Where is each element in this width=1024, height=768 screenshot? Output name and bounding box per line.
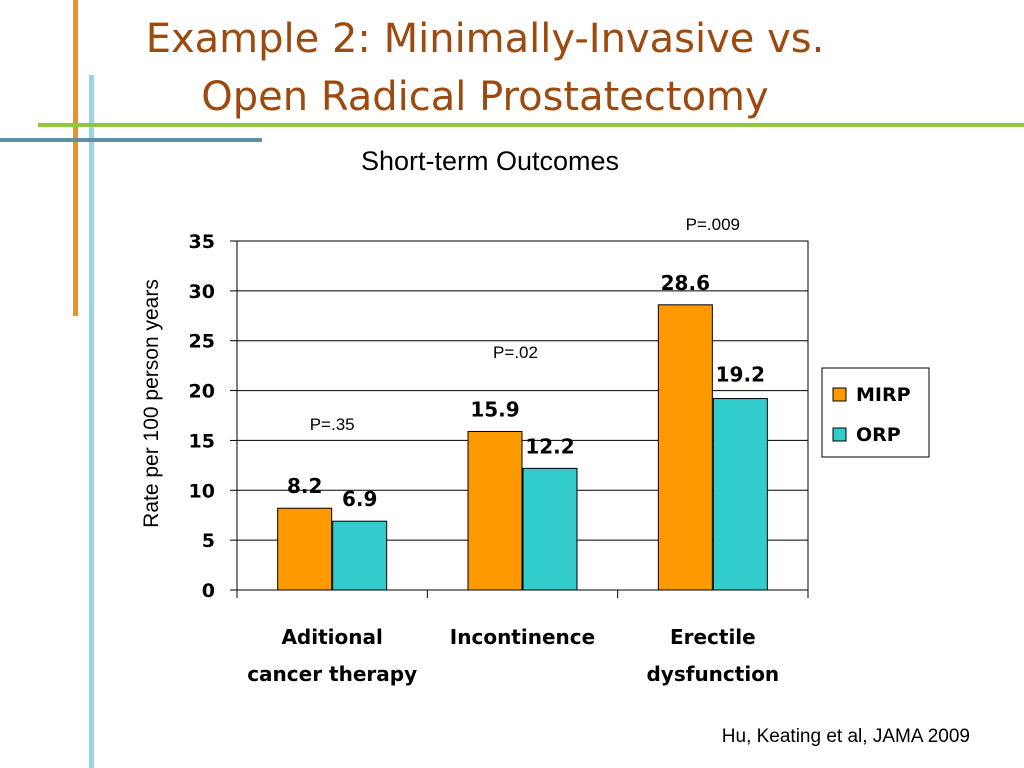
legend [821, 367, 930, 458]
data-label-mirp-1: 8.2 [287, 474, 322, 498]
p-value-label: P=.02 [493, 343, 538, 362]
citation: Hu, Keating et al, JAMA 2009 [721, 726, 970, 747]
data-label-orp-1: 6.9 [342, 487, 377, 511]
decor-horizontal-green-line [38, 123, 1024, 127]
y-tick-label: 20 [189, 381, 215, 403]
x-category-label: dysfunction [646, 662, 779, 686]
y-tick-label: 25 [189, 331, 215, 353]
legend-label-orp: ORP [856, 424, 901, 446]
p-value-label: P=.35 [310, 415, 355, 434]
slide-title-line1: Example 2: Minimally-Invasive vs. [145, 16, 825, 62]
data-label-mirp-2: 15.9 [470, 397, 519, 421]
y-tick-label: 30 [189, 281, 215, 303]
data-label-mirp-3: 28.6 [661, 271, 710, 295]
decor-vertical-blue-line [89, 75, 94, 768]
bar-mirp-3 [657, 304, 713, 591]
y-tick-label: 10 [189, 480, 215, 502]
y-tick-label: 15 [189, 430, 215, 452]
y-axis-label: Rate per 100 person years [140, 279, 163, 528]
bar-mirp-1 [277, 507, 333, 591]
y-tick-label: 5 [202, 530, 215, 552]
y-tick-label: 0 [202, 580, 215, 602]
y-tick-label: 35 [189, 231, 215, 253]
x-category-label: cancer therapy [247, 662, 417, 686]
x-category-label: Erectile [670, 625, 756, 649]
x-category-label: Incontinence [450, 625, 595, 649]
bar-mirp-2 [467, 430, 523, 591]
slide-title-line2: Open Radical Prostatectomy [201, 74, 769, 120]
p-value-label: P=.009 [686, 215, 740, 234]
decor-horizontal-blue-line [0, 138, 262, 142]
bar-orp-1 [332, 520, 388, 591]
chart-title: Short-term Outcomes [360, 146, 620, 176]
decor-vertical-orange-line [73, 0, 78, 316]
bar-orp-2 [522, 467, 578, 591]
legend-swatch-orp [832, 427, 847, 442]
data-label-orp-3: 19.2 [716, 363, 765, 387]
bar-orp-3 [712, 398, 768, 591]
legend-label-mirp: MIRP [856, 384, 911, 406]
slide-title: Example 2: Minimally-Invasive vs. Open R… [0, 10, 970, 126]
x-category-label: Aditional [281, 625, 382, 649]
legend-swatch-mirp [832, 387, 847, 402]
data-label-orp-2: 12.2 [525, 434, 574, 458]
